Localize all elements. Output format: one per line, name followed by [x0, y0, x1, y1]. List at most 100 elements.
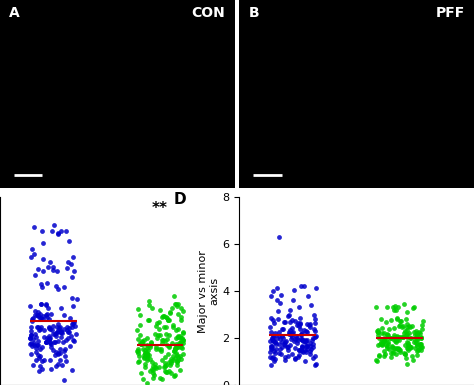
Point [173, 335, 180, 341]
Point [399, 323, 407, 330]
Point [47, 366, 55, 372]
Point [170, 348, 178, 354]
Point [49, 347, 57, 353]
Point [284, 353, 292, 359]
Point [155, 332, 162, 338]
Point [29, 362, 37, 368]
Point [374, 329, 382, 335]
Point [394, 346, 401, 352]
Point [178, 305, 185, 311]
Point [281, 341, 288, 347]
Point [286, 327, 293, 333]
Point [69, 320, 77, 326]
Point [177, 335, 185, 341]
Point [162, 369, 169, 375]
Point [57, 323, 64, 330]
Point [387, 350, 395, 356]
Point [297, 283, 305, 290]
Point [393, 337, 401, 343]
Point [134, 348, 142, 354]
Point [33, 345, 40, 352]
Point [143, 352, 151, 358]
Point [178, 335, 186, 341]
Point [140, 355, 147, 361]
Point [176, 340, 184, 346]
Point [267, 343, 274, 349]
Point [45, 333, 53, 339]
Point [288, 325, 296, 331]
Point [171, 372, 178, 378]
Point [269, 335, 276, 341]
Point [268, 355, 276, 362]
Point [145, 317, 153, 323]
Point [401, 328, 409, 334]
Point [56, 346, 64, 352]
Point [174, 334, 182, 340]
Point [400, 334, 407, 340]
Point [162, 362, 170, 368]
Point [72, 331, 80, 337]
Point [54, 350, 62, 357]
Point [164, 315, 171, 321]
Point [273, 297, 281, 303]
Point [174, 326, 182, 333]
Point [54, 350, 62, 356]
Point [392, 339, 400, 345]
Point [301, 357, 309, 363]
Point [33, 324, 41, 330]
Point [46, 340, 54, 346]
Point [299, 348, 307, 355]
Point [374, 342, 382, 348]
Point [411, 337, 419, 343]
Point [396, 346, 404, 353]
Point [295, 323, 302, 329]
Point [419, 321, 426, 328]
Point [312, 285, 320, 291]
Point [375, 352, 383, 358]
Point [301, 347, 309, 353]
Point [134, 348, 141, 355]
Point [52, 363, 60, 370]
Point [418, 335, 425, 341]
Point [305, 321, 313, 328]
Point [47, 344, 55, 350]
Point [139, 346, 146, 353]
Point [28, 318, 36, 324]
Point [61, 346, 68, 352]
Point [403, 339, 411, 345]
Point [299, 338, 307, 344]
Text: A: A [9, 6, 20, 20]
Point [51, 352, 58, 358]
Point [374, 328, 381, 334]
Point [418, 344, 426, 350]
Point [281, 357, 288, 363]
Point [174, 311, 182, 317]
Point [163, 314, 170, 320]
Point [38, 228, 46, 234]
Point [405, 330, 413, 336]
Point [68, 275, 76, 281]
Point [174, 344, 182, 350]
Point [151, 360, 159, 367]
Point [177, 317, 185, 323]
Point [36, 363, 44, 369]
Point [156, 307, 164, 313]
Point [374, 332, 382, 338]
Point [36, 345, 44, 352]
Point [380, 353, 387, 359]
Point [39, 358, 46, 364]
Point [60, 348, 68, 354]
Point [415, 329, 422, 335]
Point [267, 346, 275, 352]
Point [169, 357, 176, 363]
Point [281, 319, 289, 325]
Point [138, 339, 146, 345]
Point [268, 345, 275, 351]
Point [28, 316, 36, 323]
Point [418, 334, 425, 340]
Point [33, 312, 41, 318]
Point [393, 315, 401, 321]
Point [418, 341, 425, 347]
Point [48, 228, 56, 234]
Point [172, 355, 179, 361]
